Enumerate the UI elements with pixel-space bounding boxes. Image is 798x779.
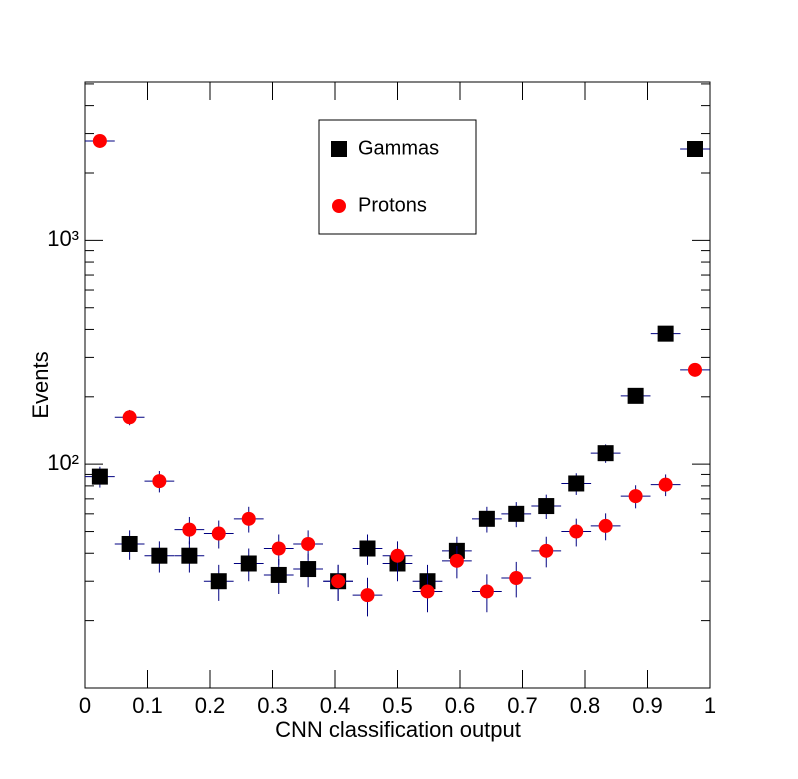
marker [597,445,614,462]
x-tick-label: 0.4 [320,693,351,718]
legend-label: Protons [358,194,427,216]
marker [569,524,584,539]
x-tick-label: 0.2 [195,693,226,718]
marker [211,526,226,541]
marker [508,505,525,522]
marker [92,133,107,148]
marker [152,474,167,489]
marker [271,541,286,556]
y-tick-label: 10² [47,450,79,475]
marker [359,540,376,557]
marker [509,571,524,586]
marker [657,325,674,342]
marker [598,518,613,533]
x-tick-label: 0 [79,693,91,718]
marker [300,561,317,578]
marker [478,510,495,527]
x-tick-label: 0.8 [570,693,601,718]
x-axis-label: CNN classification output [275,717,521,742]
x-tick-label: 0.1 [132,693,163,718]
marker [479,584,494,599]
marker [687,140,703,157]
marker [420,584,435,599]
marker [390,548,405,563]
marker [628,489,643,504]
marker [538,498,555,515]
legend-label: Gammas [358,137,439,159]
marker [658,477,673,492]
marker [270,566,287,583]
marker [122,410,137,425]
marker [331,574,346,589]
marker [210,573,227,590]
marker [241,511,256,526]
x-tick-label: 0.3 [257,693,288,718]
marker [627,387,644,404]
y-tick-label: 10³ [47,226,79,251]
x-tick-label: 0.6 [445,693,476,718]
marker [182,522,197,537]
marker [539,543,554,558]
marker [688,362,702,377]
marker [568,475,585,492]
marker [360,588,375,603]
legend-marker [331,141,347,157]
legend-marker [332,199,346,213]
marker [91,468,108,485]
marker [181,547,198,564]
marker [240,555,257,572]
y-axis-label: Events [28,351,53,418]
marker [449,553,464,568]
x-tick-label: 0.7 [507,693,538,718]
marker [121,535,138,552]
x-tick-label: 0.5 [382,693,413,718]
x-tick-label: 0.9 [632,693,663,718]
x-tick-label: 1 [704,693,716,718]
marker [301,536,316,551]
legend-box [318,119,477,235]
marker [151,547,168,564]
